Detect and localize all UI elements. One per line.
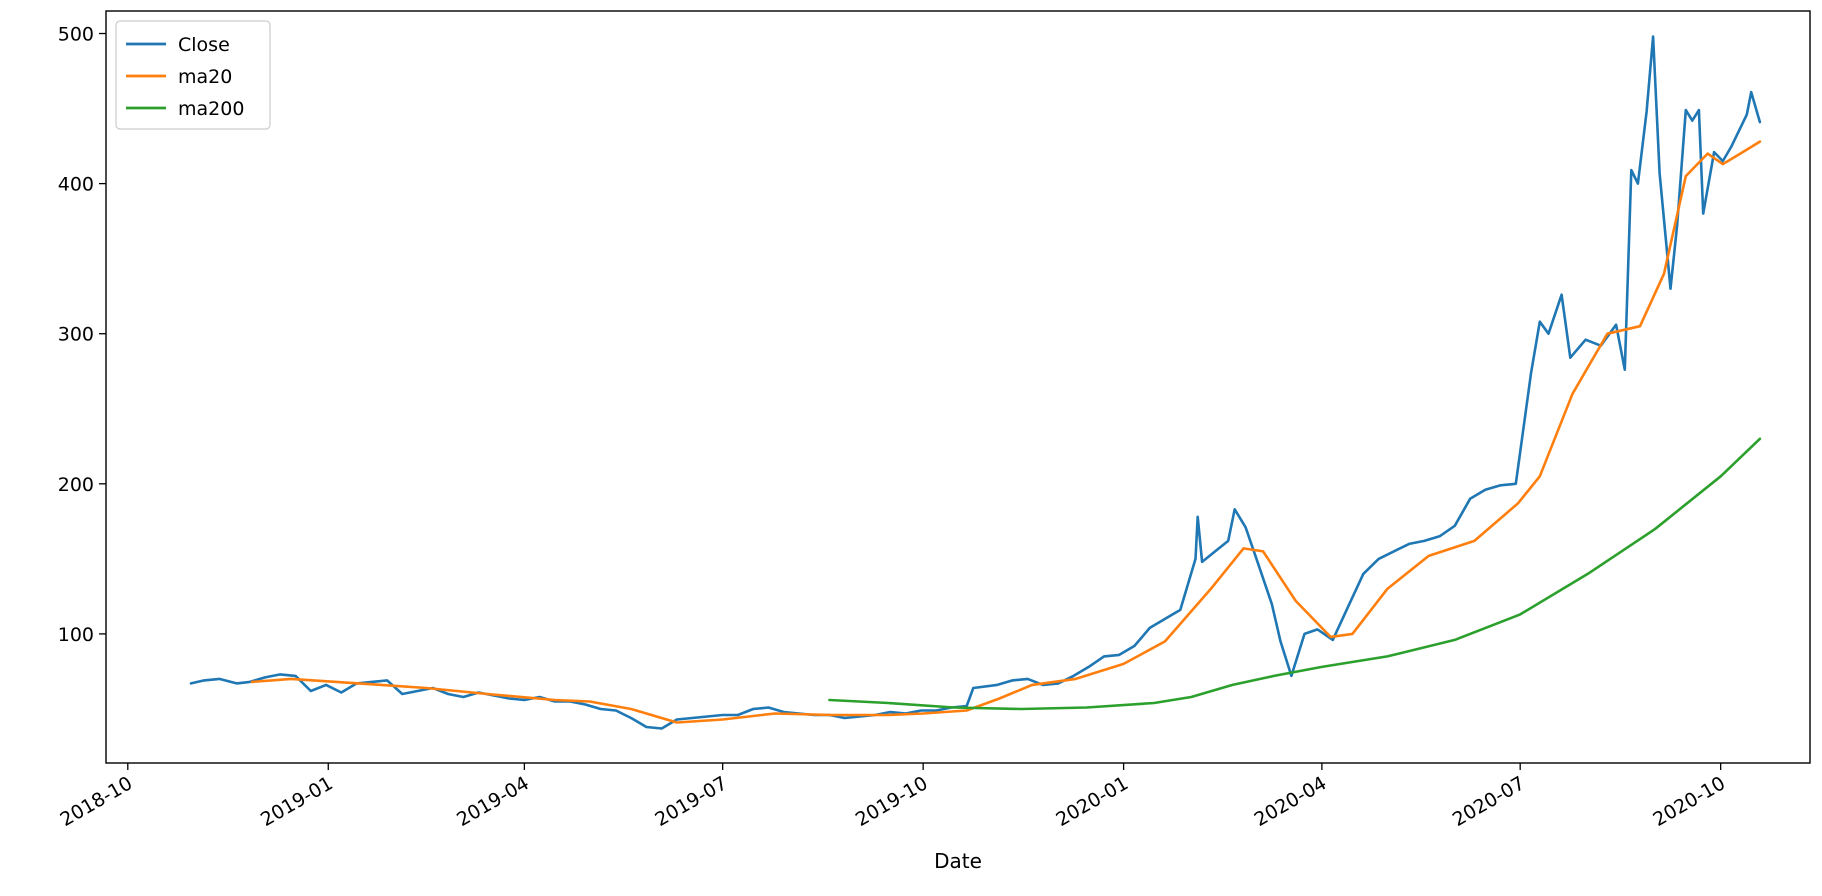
y-tick-label: 100	[58, 624, 94, 646]
y-tick-label: 200	[58, 474, 94, 496]
y-tick-label: 500	[58, 24, 94, 46]
legend-label-close: Close	[178, 34, 230, 56]
series-line-ma200	[828, 437, 1762, 711]
series-line-ma20	[250, 140, 1762, 724]
series-group	[189, 35, 1762, 730]
y-tick-label: 300	[58, 324, 94, 346]
plot-frame	[105, 10, 1811, 764]
legend-box	[115, 20, 271, 130]
x-axis-label: Date	[934, 849, 982, 873]
legend-label-ma20: ma20	[178, 66, 232, 88]
legend-label-ma200: ma200	[178, 98, 244, 120]
y-tick-label: 400	[58, 174, 94, 196]
legend: Close ma20 ma200	[115, 20, 271, 130]
